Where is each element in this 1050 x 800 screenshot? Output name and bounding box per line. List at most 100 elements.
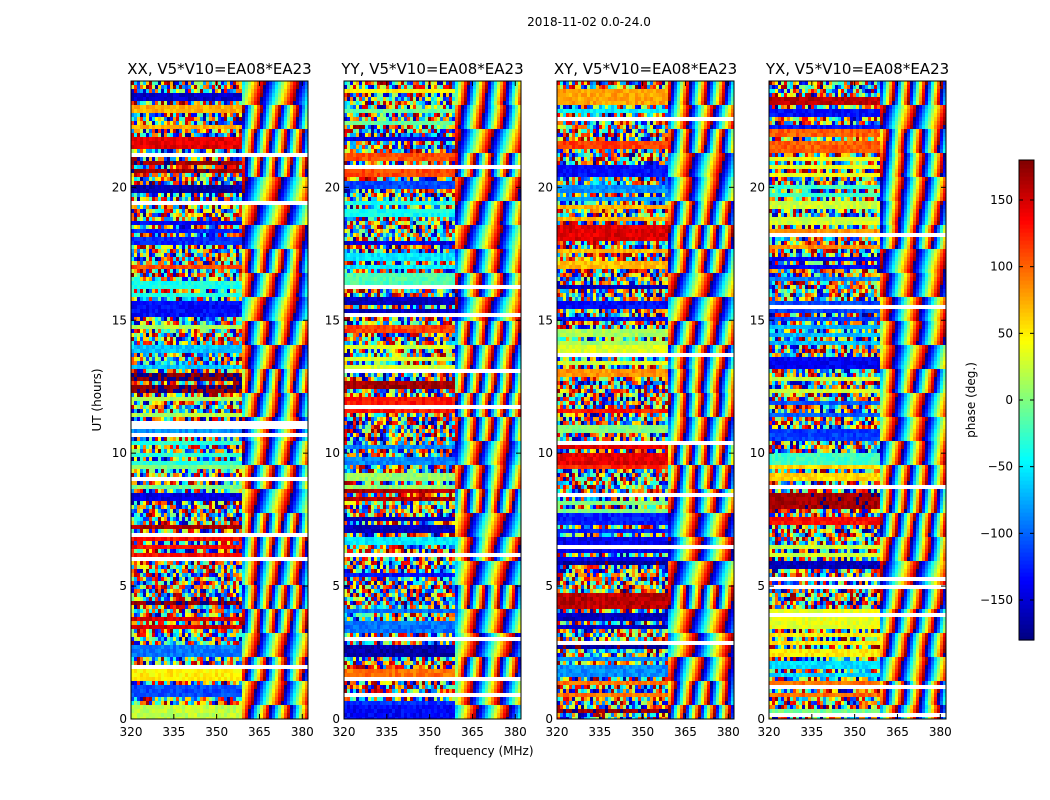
heatmap-cell (221, 133, 224, 137)
heatmap-cell (164, 133, 167, 137)
heatmap-cell (284, 329, 287, 333)
heatmap-cell (239, 325, 242, 329)
heatmap-cell (224, 133, 227, 137)
heatmap-cell (269, 189, 272, 193)
heatmap-cell (254, 181, 257, 185)
heatmap-cell (245, 85, 248, 89)
heatmap-cell (224, 117, 227, 121)
heatmap-cell (281, 349, 284, 353)
heatmap-cell (287, 133, 290, 137)
heatmap-cell (278, 369, 281, 373)
heatmap-cell (173, 305, 176, 309)
heatmap-cell (248, 249, 251, 253)
heatmap-cell (227, 189, 230, 193)
heatmap-cell (272, 301, 275, 305)
heatmap-cell (212, 241, 215, 245)
heatmap-cell (185, 149, 188, 153)
heatmap-cell (239, 185, 242, 189)
heatmap-cell (215, 393, 218, 397)
heatmap-cell (203, 357, 206, 361)
heatmap-cell (203, 137, 206, 141)
heatmap-cell (215, 145, 218, 149)
heatmap-cell (299, 109, 302, 113)
heatmap-cell (173, 89, 176, 93)
heatmap-cell (185, 301, 188, 305)
heatmap-cell (287, 325, 290, 329)
heatmap-cell (215, 113, 218, 117)
heatmap-cell (302, 205, 305, 209)
heatmap-cell (302, 253, 305, 257)
heatmap-cell (176, 253, 179, 257)
heatmap-cell (191, 261, 194, 265)
heatmap-cell (266, 377, 269, 381)
heatmap-cell (143, 325, 146, 329)
heatmap-cell (296, 141, 299, 145)
heatmap-cell (176, 361, 179, 365)
heatmap-cell (185, 249, 188, 253)
heatmap-cell (143, 105, 146, 109)
heatmap-cell (212, 281, 215, 285)
heatmap-cell (263, 109, 266, 113)
heatmap-cell (281, 265, 284, 269)
heatmap-cell (173, 325, 176, 329)
heatmap-cell (185, 157, 188, 161)
heatmap-cell (173, 149, 176, 153)
heatmap-cell (230, 393, 233, 397)
heatmap-cell (236, 161, 239, 165)
heatmap-cell (263, 361, 266, 365)
heatmap-cell (209, 213, 212, 217)
heatmap-cell (242, 173, 245, 177)
heatmap-cell (218, 141, 221, 145)
heatmap-cell (167, 353, 170, 357)
heatmap-cell (206, 237, 209, 241)
heatmap-cell (143, 349, 146, 353)
heatmap-cell (221, 161, 224, 165)
heatmap-cell (137, 153, 140, 157)
heatmap-cell (203, 301, 206, 305)
heatmap-cell (146, 209, 149, 213)
heatmap-cell (230, 349, 233, 353)
heatmap-cell (257, 405, 260, 409)
heatmap-cell (287, 333, 290, 337)
heatmap-cell (236, 85, 239, 89)
heatmap-cell (296, 93, 299, 97)
heatmap-cell (212, 161, 215, 165)
heatmap-cell (287, 405, 290, 409)
heatmap-cell (239, 177, 242, 181)
heatmap-cell (305, 117, 308, 121)
heatmap-cell (287, 181, 290, 185)
heatmap-cell (284, 97, 287, 101)
heatmap-cell (293, 389, 296, 393)
heatmap-cell (170, 93, 173, 97)
heatmap-cell (263, 321, 266, 325)
heatmap-cell (218, 109, 221, 113)
heatmap-cell (182, 397, 185, 401)
heatmap-cell (281, 201, 284, 205)
heatmap-cell (299, 201, 302, 205)
heatmap-cell (281, 177, 284, 181)
heatmap-cell (140, 141, 143, 145)
heatmap-cell (161, 385, 164, 389)
heatmap-cell (272, 325, 275, 329)
heatmap-cell (182, 337, 185, 341)
heatmap-cell (296, 177, 299, 181)
heatmap-cell (224, 205, 227, 209)
heatmap-cell (197, 169, 200, 173)
heatmap-cell (221, 213, 224, 217)
heatmap-cell (197, 297, 200, 301)
heatmap-cell (275, 385, 278, 389)
heatmap-cell (158, 201, 161, 205)
heatmap-cell (230, 265, 233, 269)
heatmap-cell (140, 125, 143, 129)
heatmap-cell (155, 413, 158, 417)
heatmap-cell (137, 277, 140, 281)
heatmap-cell (143, 389, 146, 393)
heatmap-cell (272, 125, 275, 129)
heatmap-cell (230, 273, 233, 277)
heatmap-cell (242, 97, 245, 101)
heatmap-cell (278, 269, 281, 273)
heatmap-cell (275, 225, 278, 229)
heatmap-cell (146, 145, 149, 149)
heatmap-cell (299, 333, 302, 337)
heatmap-cell (266, 413, 269, 417)
